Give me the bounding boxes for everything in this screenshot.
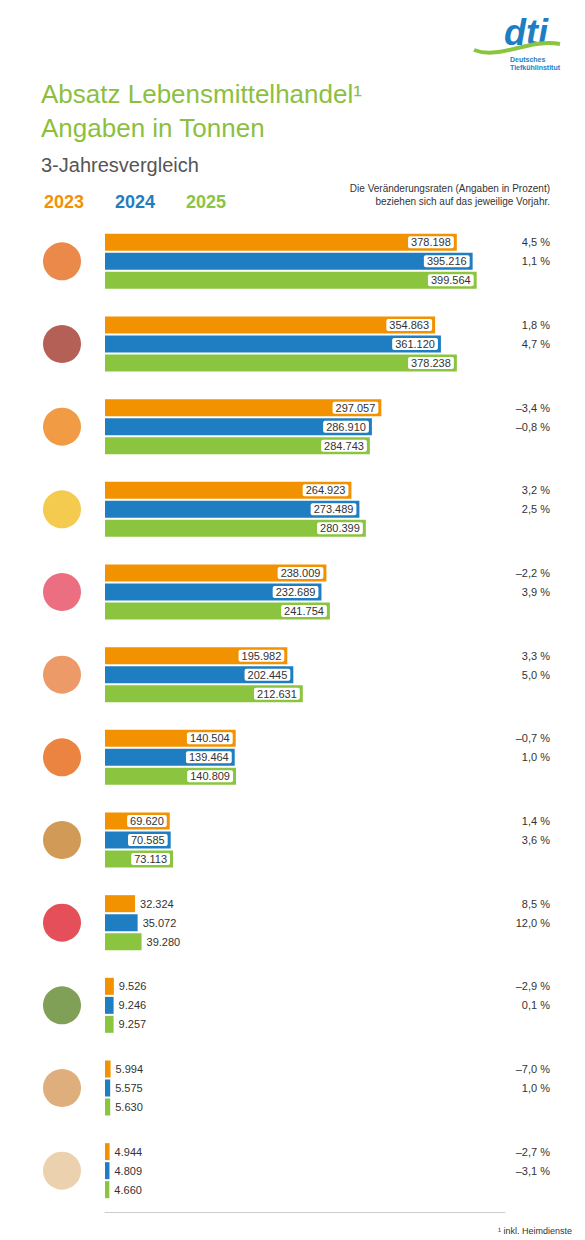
- svg-text:0,1 %: 0,1 %: [522, 999, 550, 1011]
- svg-text:–0,7 %: –0,7 %: [516, 732, 550, 744]
- svg-text:Die Veränderungsraten (Angaben: Die Veränderungsraten (Angaben in Prozen…: [350, 183, 550, 194]
- svg-text:4,5 %: 4,5 %: [522, 236, 550, 248]
- svg-text:238.009: 238.009: [281, 567, 321, 579]
- svg-text:5.630: 5.630: [115, 1101, 143, 1113]
- svg-text:273.489: 273.489: [314, 503, 354, 515]
- svg-text:378.238: 378.238: [411, 357, 451, 369]
- svg-text:286.910: 286.910: [326, 421, 366, 433]
- svg-text:1,1 %: 1,1 %: [522, 255, 550, 267]
- svg-text:Absatz Lebensmittelhandel¹: Absatz Lebensmittelhandel¹: [41, 79, 362, 109]
- svg-text:9.246: 9.246: [119, 999, 147, 1011]
- svg-text:4.660: 4.660: [114, 1184, 142, 1196]
- svg-text:5,0 %: 5,0 %: [522, 669, 550, 681]
- svg-text:202.445: 202.445: [248, 669, 288, 681]
- svg-text:280.399: 280.399: [320, 522, 360, 534]
- svg-text:241.754: 241.754: [284, 605, 324, 617]
- svg-text:5.575: 5.575: [115, 1082, 143, 1094]
- svg-text:140.809: 140.809: [190, 770, 230, 782]
- svg-text:3-Jahresvergleich: 3-Jahresvergleich: [41, 154, 199, 176]
- svg-text:3,2 %: 3,2 %: [522, 484, 550, 496]
- svg-text:dti: dti: [504, 11, 548, 53]
- svg-text:–3,1 %: –3,1 %: [516, 1165, 550, 1177]
- svg-text:3,6 %: 3,6 %: [522, 834, 550, 846]
- svg-text:32.324: 32.324: [140, 898, 174, 910]
- svg-text:73.113: 73.113: [134, 853, 167, 865]
- svg-text:4,7 %: 4,7 %: [522, 338, 550, 350]
- svg-text:361.120: 361.120: [395, 338, 435, 350]
- svg-text:1,4 %: 1,4 %: [522, 815, 550, 827]
- svg-text:9.526: 9.526: [119, 980, 147, 992]
- svg-text:¹ inkl. Heimdienste: ¹ inkl. Heimdienste: [498, 1226, 572, 1236]
- svg-text:140.504: 140.504: [190, 732, 230, 744]
- svg-text:Tiefkühlinstitut: Tiefkühlinstitut: [510, 64, 561, 71]
- svg-text:–0,8 %: –0,8 %: [516, 421, 550, 433]
- svg-text:297.057: 297.057: [336, 402, 376, 414]
- svg-text:beziehen sich auf das jeweilig: beziehen sich auf das jeweilige Vorjahr.: [375, 196, 550, 207]
- svg-text:212.631: 212.631: [257, 688, 297, 700]
- svg-text:69.620: 69.620: [130, 815, 164, 827]
- svg-text:–2,9 %: –2,9 %: [516, 980, 550, 992]
- svg-text:–7,0 %: –7,0 %: [516, 1063, 550, 1075]
- svg-text:8,5 %: 8,5 %: [522, 898, 550, 910]
- svg-text:2024: 2024: [115, 192, 155, 212]
- svg-text:3,3 %: 3,3 %: [522, 650, 550, 662]
- svg-text:4.944: 4.944: [115, 1146, 143, 1158]
- svg-text:1,0 %: 1,0 %: [522, 1082, 550, 1094]
- svg-text:–2,2 %: –2,2 %: [516, 567, 550, 579]
- svg-text:12,0 %: 12,0 %: [516, 917, 550, 929]
- svg-text:378.198: 378.198: [411, 236, 451, 248]
- svg-text:39.280: 39.280: [147, 936, 181, 948]
- svg-text:1,8 %: 1,8 %: [522, 319, 550, 331]
- svg-text:264.923: 264.923: [306, 484, 346, 496]
- svg-text:2025: 2025: [186, 192, 226, 212]
- svg-text:284.743: 284.743: [324, 440, 364, 452]
- svg-text:2023: 2023: [44, 192, 84, 212]
- svg-text:354.863: 354.863: [389, 319, 429, 331]
- svg-text:Deutsches: Deutsches: [510, 56, 546, 63]
- svg-text:35.072: 35.072: [143, 917, 177, 929]
- svg-text:395.216: 395.216: [427, 255, 467, 267]
- svg-text:–2,7 %: –2,7 %: [516, 1146, 550, 1158]
- svg-text:2,5 %: 2,5 %: [522, 503, 550, 515]
- svg-text:5.994: 5.994: [116, 1063, 144, 1075]
- svg-text:399.564: 399.564: [431, 274, 471, 286]
- svg-text:232.689: 232.689: [276, 586, 316, 598]
- svg-text:139.464: 139.464: [189, 751, 229, 763]
- svg-text:3,9 %: 3,9 %: [522, 586, 550, 598]
- svg-text:195.982: 195.982: [242, 650, 282, 662]
- svg-text:–3,4 %: –3,4 %: [516, 402, 550, 414]
- svg-text:70.585: 70.585: [131, 834, 165, 846]
- svg-text:9.257: 9.257: [119, 1018, 147, 1030]
- svg-text:Angaben in Tonnen: Angaben in Tonnen: [41, 113, 265, 143]
- svg-text:1,0 %: 1,0 %: [522, 751, 550, 763]
- svg-text:4.809: 4.809: [114, 1165, 142, 1177]
